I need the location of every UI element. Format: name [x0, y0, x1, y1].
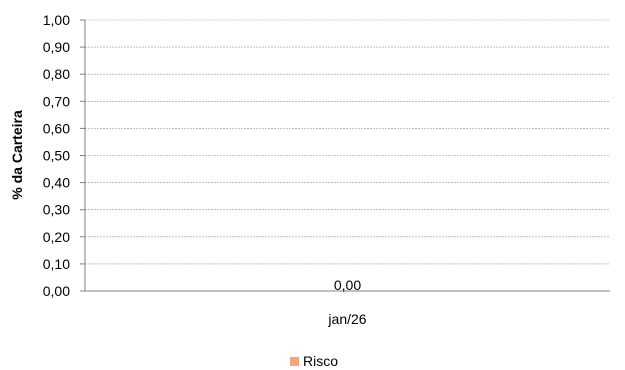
y-tick-label: 1,00	[43, 12, 70, 28]
y-tick-label: 0,00	[43, 283, 70, 299]
y-tick-label: 0,40	[43, 175, 70, 191]
y-tick-label: 0,70	[43, 93, 70, 109]
x-category-label: jan/26	[327, 311, 366, 327]
y-tick-label: 0,60	[43, 120, 70, 136]
y-tick-label: 0,80	[43, 66, 70, 82]
data-labels: 0,00	[334, 277, 361, 293]
legend-swatch-risco	[290, 357, 299, 366]
y-tick-label: 0,10	[43, 256, 70, 272]
y-tick-label: 0,20	[43, 229, 70, 245]
gridlines	[85, 19, 610, 265]
y-tick-label: 0,90	[43, 39, 70, 55]
y-tick-labels: 0,00 0,10 0,20 0,30 0,40 0,50 0,60 0,70 0,80 0,90…	[43, 12, 85, 299]
y-tick-label: 0,30	[43, 202, 70, 218]
data-label: 0,00	[334, 277, 361, 293]
legend-label-risco: Risco	[303, 353, 338, 369]
legend: Risco	[290, 353, 338, 369]
x-category-labels: jan/26	[327, 311, 366, 327]
y-axis-title: % da Carteira	[9, 110, 25, 200]
y-tick-label: 0,50	[43, 148, 70, 164]
